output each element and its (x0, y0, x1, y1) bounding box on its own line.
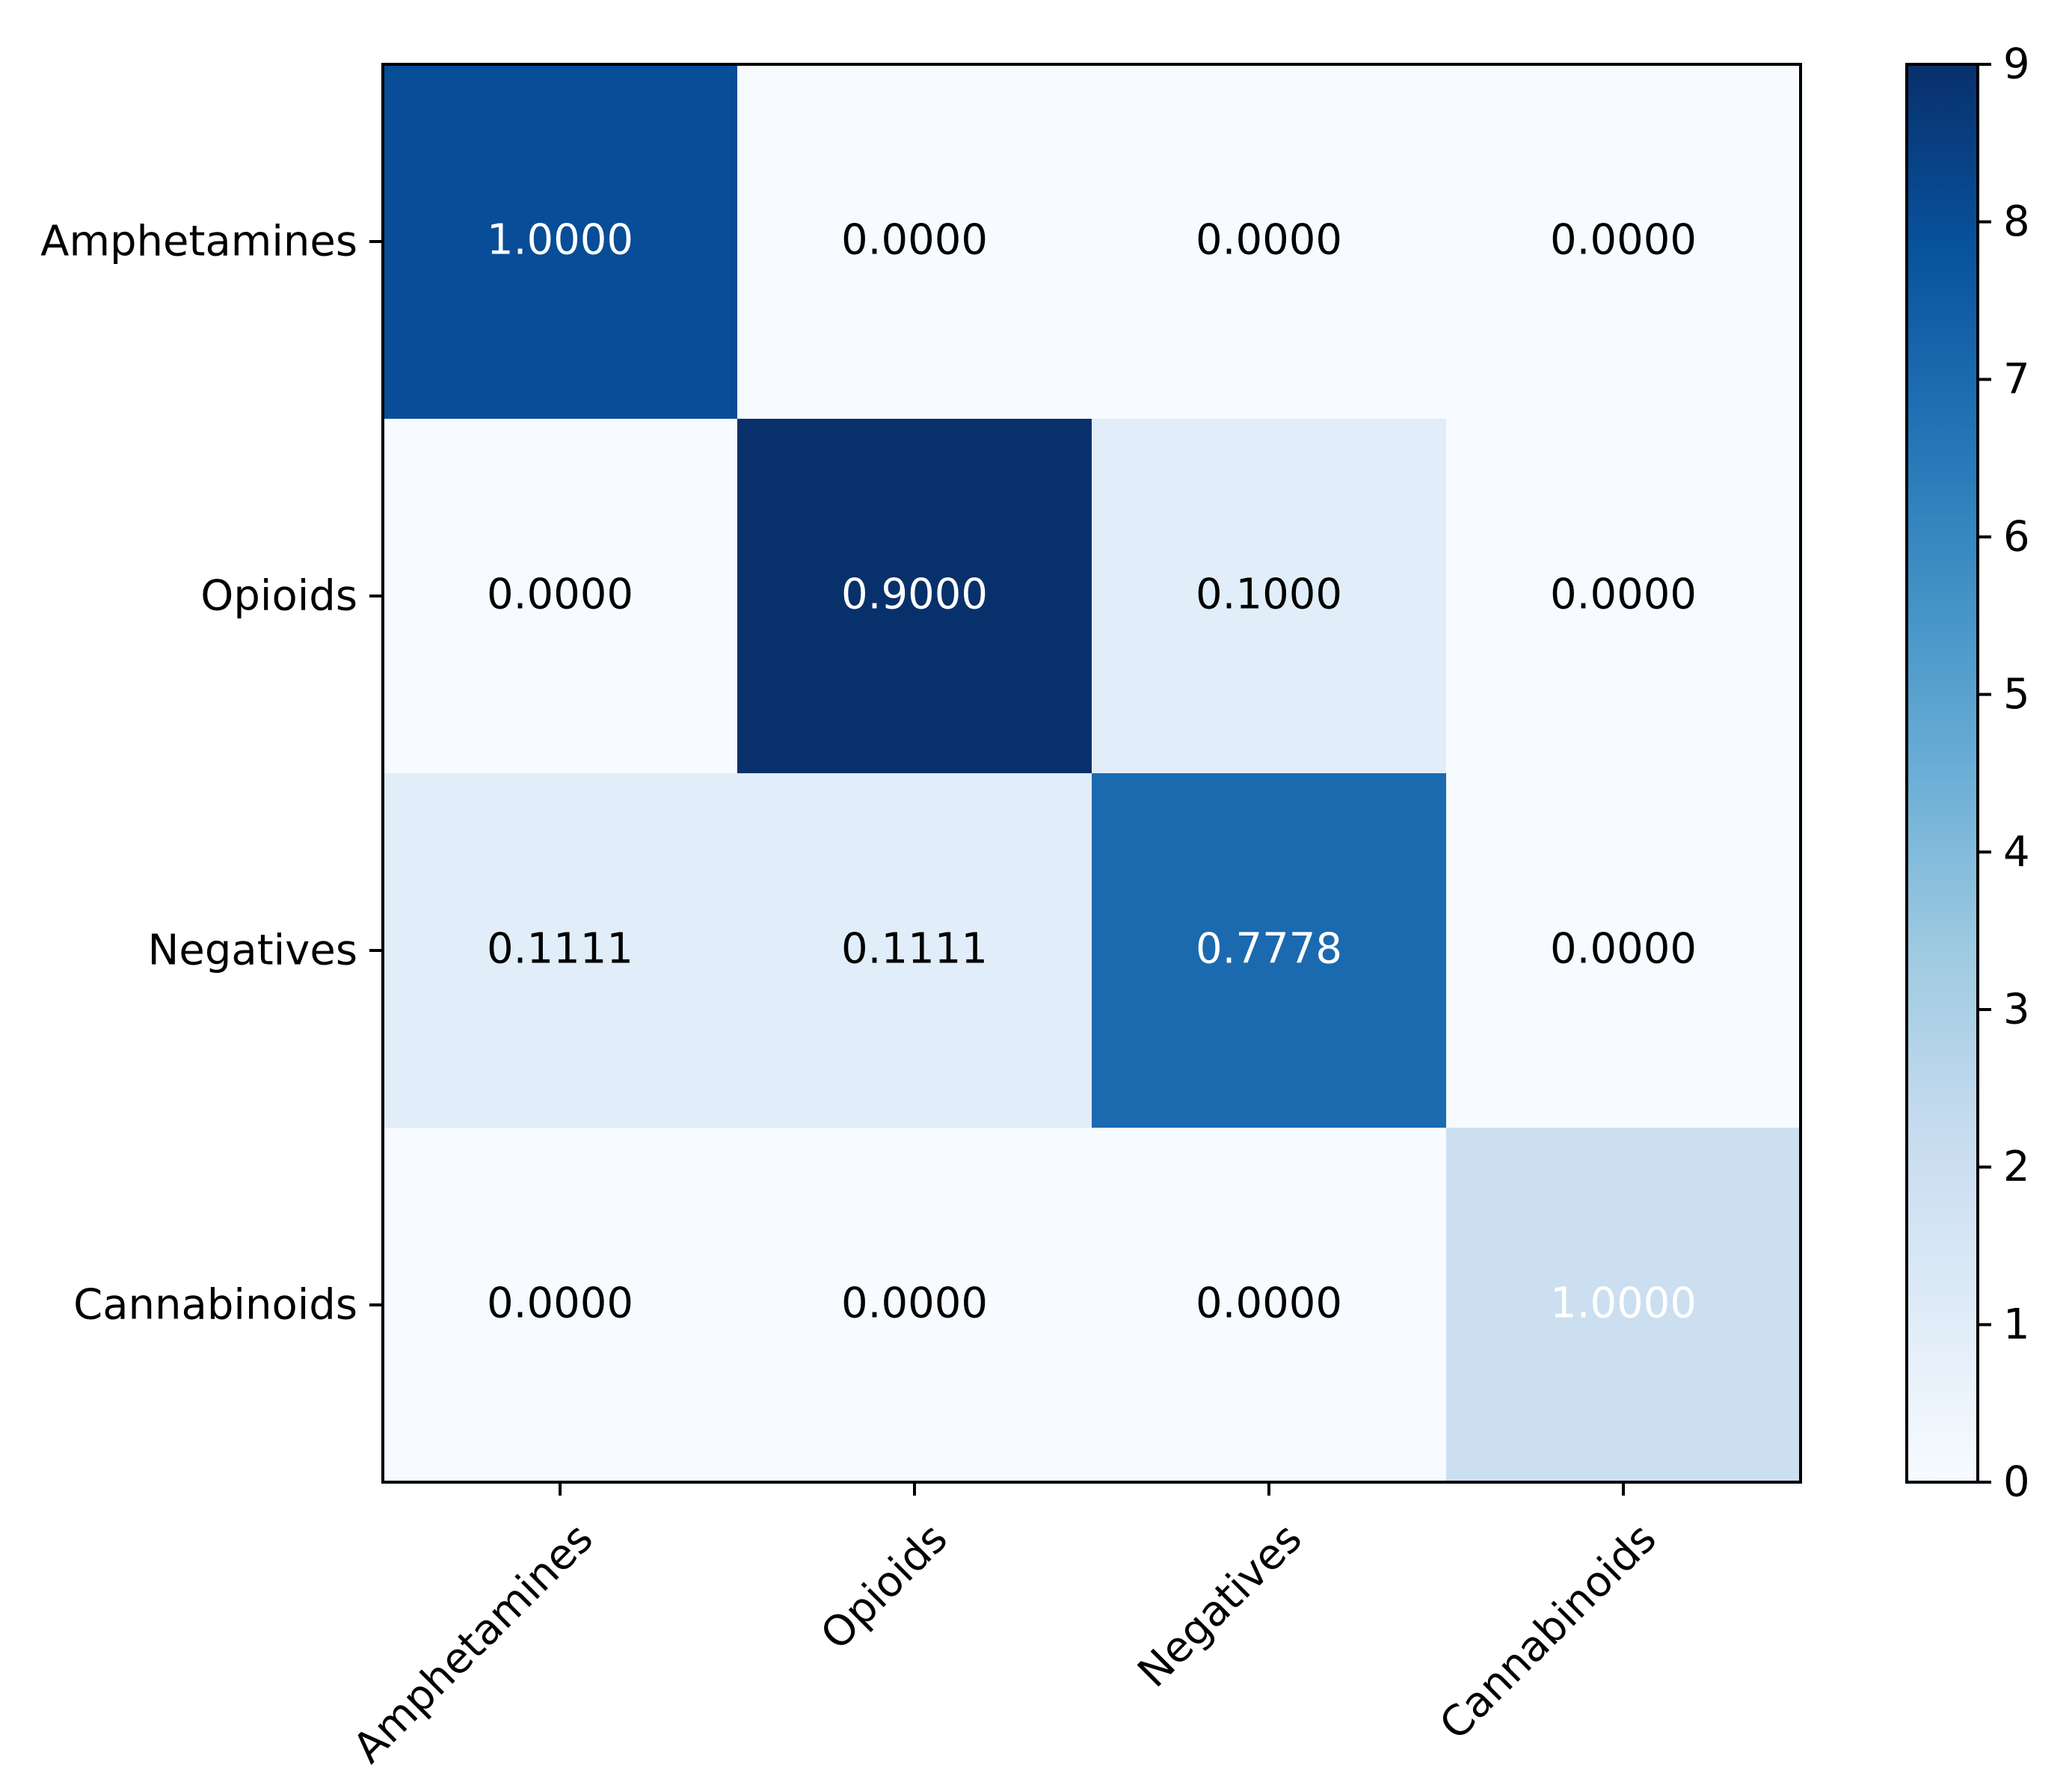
y-axis: Amphetamines Opioids Negatives Cannabinoids (40, 218, 383, 1330)
cell-value-label: 1.0000 (487, 216, 633, 265)
cell-value-label: 0.0000 (487, 1279, 633, 1328)
heatmap-cell-3-0 (383, 1128, 737, 1482)
colorbar-tick-label: 9 (2003, 40, 2030, 89)
y-tick-label: Cannabinoids (73, 1281, 357, 1330)
heatmap-cell-0-2 (1092, 64, 1446, 419)
colorbar: 0 1 2 3 4 5 6 7 8 9 (1905, 40, 2030, 1507)
heatmap-cell-2-2 (1092, 773, 1446, 1128)
colorbar-tick-label: 4 (2003, 828, 2030, 876)
cell-value-label: 0.1111 (841, 925, 988, 974)
x-axis: Amphetamines Opioids Negatives Cannabinoids (344, 1482, 1666, 1772)
cell-value-label: 0.0000 (1550, 216, 1697, 265)
x-tick-label: Cannabinoids (1430, 1514, 1666, 1750)
cell-value-label: 0.7778 (1196, 925, 1342, 974)
cell-value-label: 0.0000 (841, 1279, 988, 1328)
heatmap-cell-1-2 (1092, 419, 1446, 773)
heatmap-cell-3-2 (1092, 1128, 1446, 1482)
heatmap-cell-2-1 (737, 773, 1092, 1128)
heatmap-cell-1-1 (737, 419, 1092, 773)
x-tick-label: Amphetamines (344, 1514, 603, 1773)
colorbar-tick-label: 6 (2003, 513, 2030, 562)
heatmap-cell-3-1 (737, 1128, 1092, 1482)
colorbar-ticks: 0 1 2 3 4 5 6 7 8 9 (1978, 40, 2030, 1507)
cell-value-label: 0.1111 (487, 925, 633, 974)
y-tick-label: Amphetamines (40, 218, 357, 266)
cell-value-label: 0.0000 (1196, 1279, 1342, 1328)
x-tick-label: Negatives (1128, 1514, 1311, 1697)
heatmap-cell-0-1 (737, 64, 1092, 419)
cell-value-label: 1.0000 (1550, 1279, 1697, 1328)
cell-value-label: 0.1000 (1196, 571, 1342, 619)
cell-value-label: 0.0000 (1550, 925, 1697, 974)
colorbar-tick-label: 1 (2003, 1300, 2030, 1349)
plot-frame (381, 63, 1802, 1484)
colorbar-tick-label: 5 (2003, 670, 2030, 719)
colorbar-tick-label: 7 (2003, 355, 2030, 404)
heatmap-cell-0-3 (1446, 64, 1801, 419)
cell-value-label: 0.0000 (841, 216, 988, 265)
cell-value-label: 0.0000 (1550, 571, 1697, 619)
x-tick-label: Opioids (811, 1514, 956, 1659)
heatmap-cell-3-3 (1446, 1128, 1801, 1482)
heatmap-cell-2-3 (1446, 773, 1801, 1128)
heatmap-cell-1-3 (1446, 419, 1801, 773)
cell-value-label: 0.0000 (487, 571, 633, 619)
heatmap-cell-0-0 (383, 64, 737, 419)
cell-value-label: 0.9000 (841, 571, 988, 619)
y-tick-label: Negatives (148, 927, 358, 975)
colorbar-tick-label: 0 (2003, 1458, 2030, 1507)
colorbar-tick-label: 8 (2003, 197, 2030, 246)
heatmap-cells: 1.0000 0.0000 0.0000 0.0000 0.0000 0.9000 0.10… (383, 64, 1801, 1482)
cell-value-label: 0.0000 (1196, 216, 1342, 265)
colorbar-tick-label: 3 (2003, 986, 2030, 1034)
heatmap-cell-1-0 (383, 419, 737, 773)
heatmap-cell-2-0 (383, 773, 737, 1128)
colorbar-gradient (1905, 63, 1979, 1484)
y-tick-label: Opioids (200, 572, 357, 621)
colorbar-tick-label: 2 (2003, 1143, 2030, 1191)
